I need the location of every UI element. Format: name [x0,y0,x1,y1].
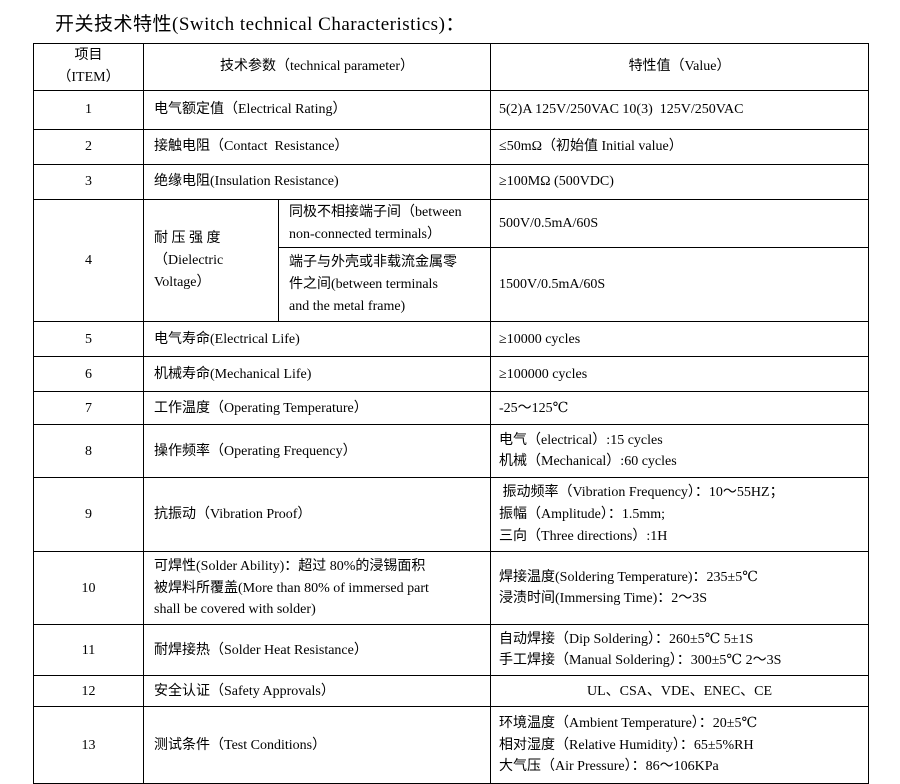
row9-item: 9 [33,477,144,553]
row7-param: 工作温度（Operating Temperature） [142,391,492,426]
row2-item: 2 [33,129,144,165]
row-5: 5 电气寿命(Electrical Life) ≥10000 cycles [33,321,870,358]
row4-sub2-desc: 端子与外壳或非载流金属零 件之间(between terminals and t… [277,247,492,323]
row11-param: 耐焊接热（Solder Heat Resistance） [142,624,492,677]
row13-value: 环境温度（Ambient Temperature）：20±5℃ 相对湿度（Rel… [490,706,870,784]
row-10: 10 可焊性(Solder Ability)：超过 80%的浸锡面积 被焊料所覆… [33,551,870,626]
header-parameter: 技术参数（technical parameter） [142,43,492,91]
row11-item: 11 [33,624,144,677]
row2-value: ≤50mΩ（初始值 Initial value） [490,129,870,165]
row9-value: 振动频率（Vibration Frequency）：10～55HZ； 振幅（Am… [490,477,870,553]
row7-item: 7 [33,391,144,426]
row-7: 7 工作温度（Operating Temperature） -25～125℃ [33,391,870,426]
row8-item: 8 [33,424,144,479]
row6-param: 机械寿命(Mechanical Life) [142,356,492,393]
row-11: 11 耐焊接热（Solder Heat Resistance） 自动焊接（Dip… [33,624,870,677]
row12-param: 安全认证（Safety Approvals） [142,675,492,708]
row-12: 12 安全认证（Safety Approvals） UL、CSA、VDE、ENE… [33,675,870,708]
row10-param: 可焊性(Solder Ability)：超过 80%的浸锡面积 被焊料所覆盖(M… [142,551,492,626]
row13-item: 13 [33,706,144,784]
row-9: 9 抗振动（Vibration Proof） 振动频率（Vibration Fr… [33,477,870,553]
row4-item: 4 [33,198,144,323]
spec-table: 项目 （ITEM） 技术参数（technical parameter） 特性值（… [33,43,870,784]
row3-item: 3 [33,164,144,200]
row12-value: UL、CSA、VDE、ENEC、CE [490,675,870,708]
row-4-sub-2: 端子与外壳或非载流金属零 件之间(between terminals and t… [34,247,870,323]
row5-item: 5 [33,321,144,358]
row4-sub1-value: 500V/0.5mA/60S [490,198,870,249]
row8-value: 电气（electrical）:15 cycles 机械（Mechanical）:… [490,424,870,479]
row10-value: 焊接温度(Soldering Temperature)：235±5℃ 浸渍时间(… [490,551,870,626]
header-value: 特性值（Value） [490,43,870,91]
row8-param: 操作频率（Operating Frequency） [142,424,492,479]
row-1: 1 电气额定值（Electrical Rating） 5(2)A 125V/25… [33,90,870,130]
row2-param: 接触电阻（Contact Resistance） [142,129,492,165]
row10-item: 10 [33,551,144,626]
row12-item: 12 [33,675,144,708]
header-item: 项目 （ITEM） [33,43,144,91]
row-2: 2 接触电阻（Contact Resistance） ≤50mΩ（初始值 Ini… [33,129,870,165]
row4-sub1-desc: 同极不相接端子间（between non-connected terminals… [277,198,492,249]
row1-value: 5(2)A 125V/250VAC 10(3) 125V/250VAC [490,90,870,130]
row3-param: 绝缘电阻(Insulation Resistance) [142,164,492,200]
row13-param: 测试条件（Test Conditions） [142,706,492,784]
row-8: 8 操作频率（Operating Frequency） 电气（electrica… [33,424,870,479]
row-4-sub-1: 4 耐 压 强 度 （Dielectric Voltage） 同极不相接端子间（… [33,198,870,323]
header-row: 项目 （ITEM） 技术参数（technical parameter） 特性值（… [33,43,870,91]
row4-param: 耐 压 强 度 （Dielectric Voltage） [143,198,279,323]
row-13: 13 测试条件（Test Conditions） 环境温度（Ambient Te… [33,706,870,784]
row3-value: ≥100MΩ (500VDC) [490,164,870,200]
row7-value: -25～125℃ [490,391,870,426]
row5-value: ≥10000 cycles [490,321,870,358]
row4-sub2-value: 1500V/0.5mA/60S [490,247,870,323]
row9-param: 抗振动（Vibration Proof） [142,477,492,553]
row-3: 3 绝缘电阻(Insulation Resistance) ≥100MΩ (50… [33,164,870,200]
page-title: 开关技术特性(Switch technical Characteristics)… [55,14,465,35]
row11-value: 自动焊接（Dip Soldering）：260±5℃ 5±1S 手工焊接（Man… [490,624,870,677]
row1-item: 1 [33,90,144,130]
row-6: 6 机械寿命(Mechanical Life) ≥100000 cycles [33,356,870,393]
row6-item: 6 [33,356,144,393]
row5-param: 电气寿命(Electrical Life) [142,321,492,358]
row6-value: ≥100000 cycles [490,356,870,393]
row1-param: 电气额定值（Electrical Rating） [142,90,492,130]
